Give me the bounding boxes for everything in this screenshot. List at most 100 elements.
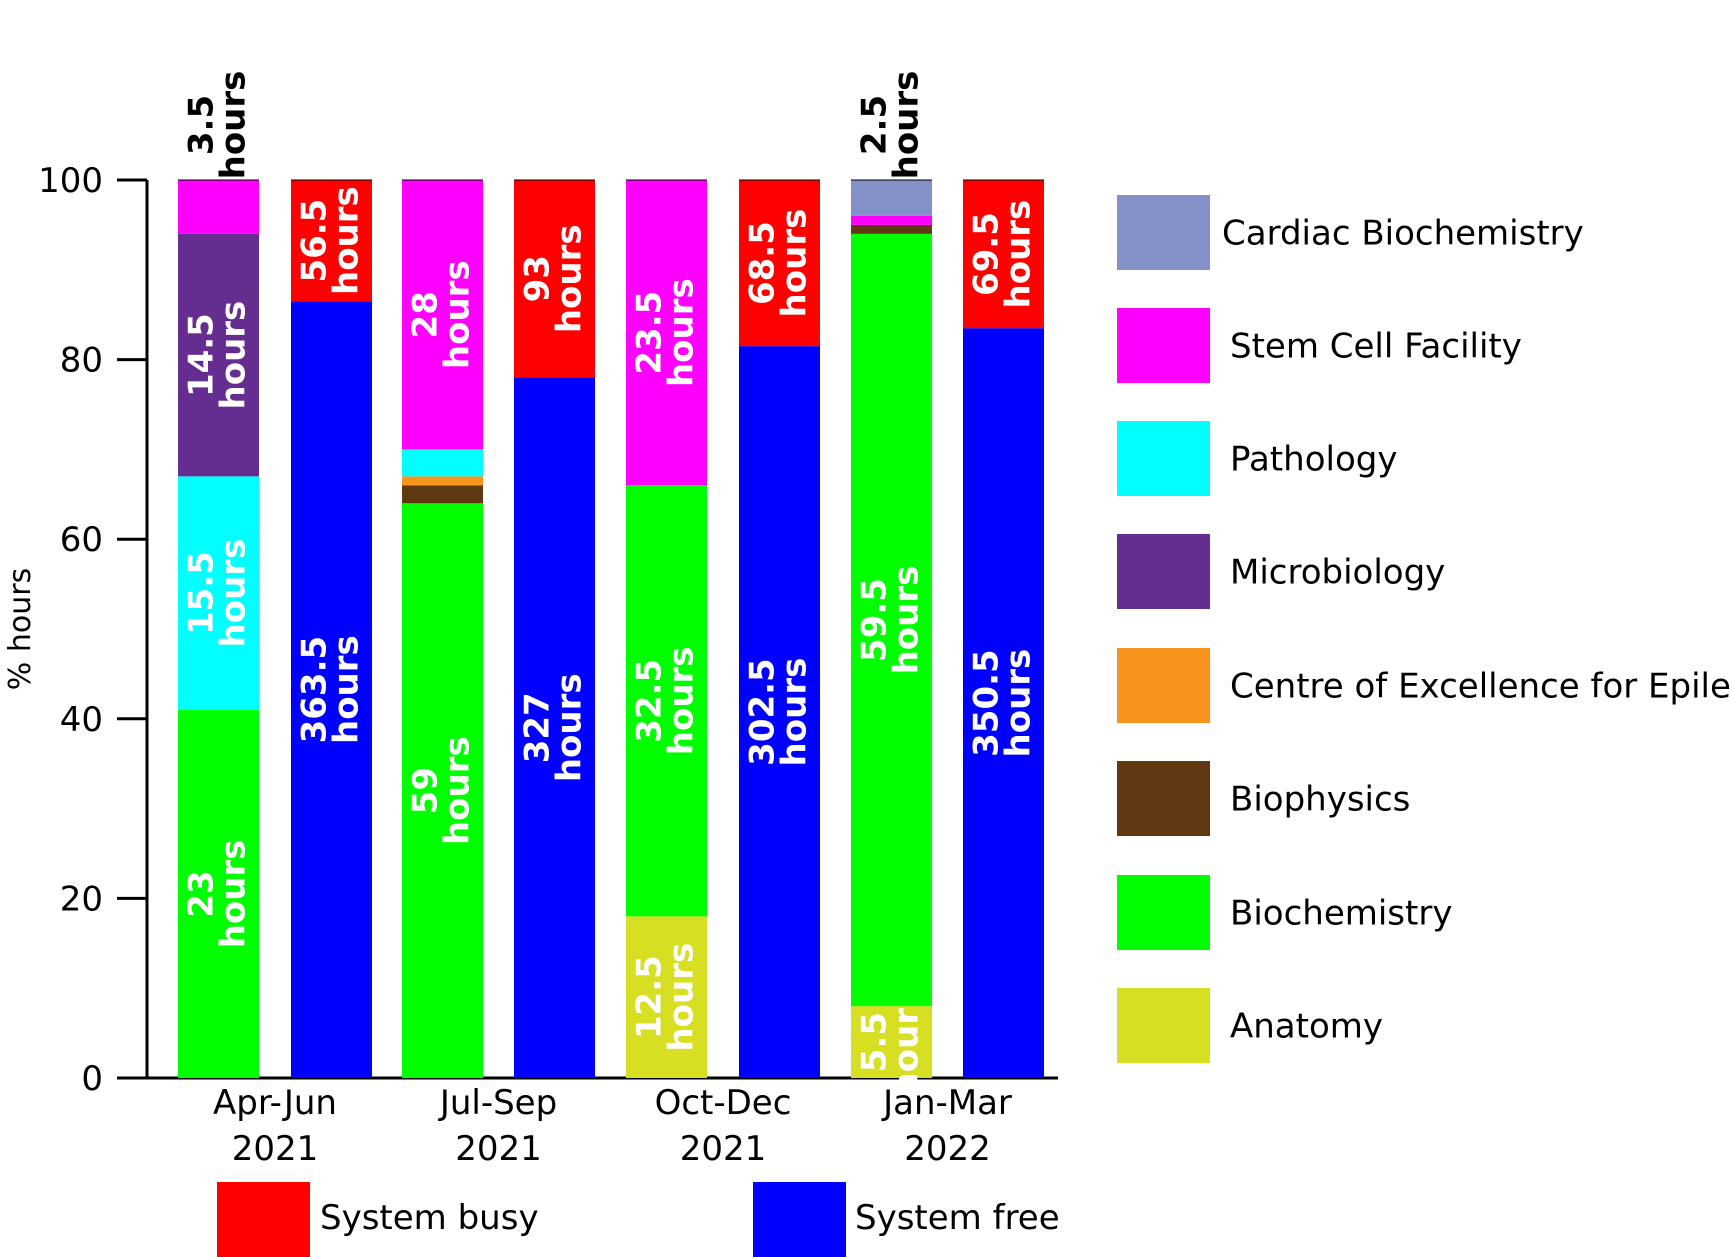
bar-label-value: 363.5: [295, 636, 335, 744]
bar-label-value: 69.5: [967, 212, 1007, 296]
bar-segment-biochemistry: [851, 233, 932, 1007]
bar-label-value: 302.5: [743, 658, 783, 766]
bar-label-value: 28: [406, 291, 446, 338]
y-axis-label: % hours: [3, 568, 38, 690]
bar-segment-system-busy: [739, 180, 820, 347]
bar-segment-biophysics: [402, 485, 483, 504]
bar-label-value: 2.5: [855, 95, 895, 155]
legend-label: Centre of Excellence for Epilepsy: [1230, 667, 1733, 707]
bar-segment-anatomy: [851, 1006, 932, 1078]
bar-label-unit: hours: [775, 658, 815, 767]
bar-segment-biochemistry: [626, 485, 707, 917]
bar-segment-system-busy: [514, 180, 595, 378]
x-tick-label: 2021: [680, 1129, 767, 1169]
legend-label: System busy: [320, 1198, 539, 1238]
bar-label-unit: hours: [438, 736, 478, 845]
bar-segment-pathology: [178, 476, 259, 710]
legend-label: System free: [855, 1198, 1060, 1238]
bar-label-unit: hours: [662, 943, 702, 1052]
bar-label-unit: hours: [662, 278, 702, 387]
bar-label-value: 59: [406, 767, 446, 814]
bar-label-value: 327: [518, 692, 558, 763]
bar-label-unit: hours: [214, 539, 254, 648]
bar-segment-anatomy: [626, 916, 707, 1078]
legend-swatch-system-busy: [217, 1182, 310, 1257]
y-tick-label: 100: [38, 161, 103, 201]
x-tick-label: 2021: [232, 1129, 319, 1169]
bar-label-value: 59.5: [855, 578, 895, 662]
legend-label: Anatomy: [1230, 1007, 1383, 1047]
y-tick-label: 20: [60, 879, 103, 919]
legend-label: Stem Cell Facility: [1230, 327, 1522, 367]
bar-label-value: 12.5: [630, 955, 670, 1039]
bar-segment-stem-cell-facility: [626, 180, 707, 486]
bar-label-unit: hours: [887, 566, 927, 675]
bar-label-value: 5.5: [855, 1012, 895, 1072]
bar-label-unit: hours: [999, 649, 1039, 758]
legend-label: Biochemistry: [1230, 894, 1452, 934]
bar-segment-microbiology: [178, 233, 259, 477]
bar-segment-system-free: [514, 377, 595, 1078]
legend-swatch-centre-of-excellence-for-epilepsy: [1117, 648, 1210, 723]
bar-label-unit: hours: [775, 209, 815, 318]
bar-label-unit: hours: [550, 224, 590, 333]
bar-label-value: 56.5: [295, 199, 335, 283]
bar-label-value: 23: [182, 870, 222, 917]
legend-swatch-biophysics: [1117, 761, 1210, 836]
x-tick-label: Jul-Sep: [438, 1083, 557, 1123]
x-tick-label: 2022: [904, 1129, 991, 1169]
bar-segment-centre-of-excellence-for-epilepsy: [402, 476, 483, 486]
bar-segment-pathology: [402, 449, 483, 477]
bar-segment-system-free: [963, 328, 1044, 1078]
y-tick-label: 80: [60, 341, 103, 381]
bar-segment-system-free: [739, 346, 820, 1078]
bar-label-value: 350.5: [967, 649, 1007, 757]
bar-segment-biochemistry: [402, 503, 483, 1078]
y-tick-label: 0: [81, 1059, 103, 1099]
legend-label: Microbiology: [1230, 553, 1445, 593]
bar-segment-biophysics: [851, 224, 932, 234]
bar-label-value: 32.5: [630, 659, 670, 743]
bar-label-value: 23.5: [630, 291, 670, 375]
legend-swatch-anatomy: [1117, 988, 1210, 1063]
bar-label-unit: hours: [327, 635, 367, 744]
bar-label-unit: hours: [327, 186, 367, 295]
legend-swatch-cardiac-biochemistry: [1117, 195, 1210, 270]
bar-segment-system-busy: [291, 180, 372, 302]
bar-label-unit: hours: [550, 673, 590, 782]
bar-label-value: 68.5: [743, 221, 783, 305]
bar-label-unit: hours: [214, 840, 254, 949]
bar-label-unit: hours: [999, 200, 1039, 309]
x-tick-label: Apr-Jun: [213, 1083, 337, 1123]
legend-label: Cardiac Biochemistry: [1222, 214, 1584, 254]
legend-label: Biophysics: [1230, 780, 1410, 820]
legend-swatch-system-free: [753, 1182, 846, 1257]
bar-label-unit: hours: [438, 260, 478, 369]
bar-segment-biochemistry: [178, 709, 259, 1078]
bar-segment-cardiac-biochemistry: [851, 180, 932, 216]
legend-swatch-stem-cell-facility: [1117, 308, 1210, 383]
bar-label-unit: hours: [214, 71, 254, 180]
x-tick-label: 2021: [455, 1129, 542, 1169]
y-tick-label: 60: [60, 520, 103, 560]
bar-segment-stem-cell-facility: [402, 180, 483, 450]
bar-segment-system-free: [291, 301, 372, 1079]
legend-swatch-pathology: [1117, 421, 1210, 496]
legend-label: Pathology: [1230, 440, 1397, 480]
